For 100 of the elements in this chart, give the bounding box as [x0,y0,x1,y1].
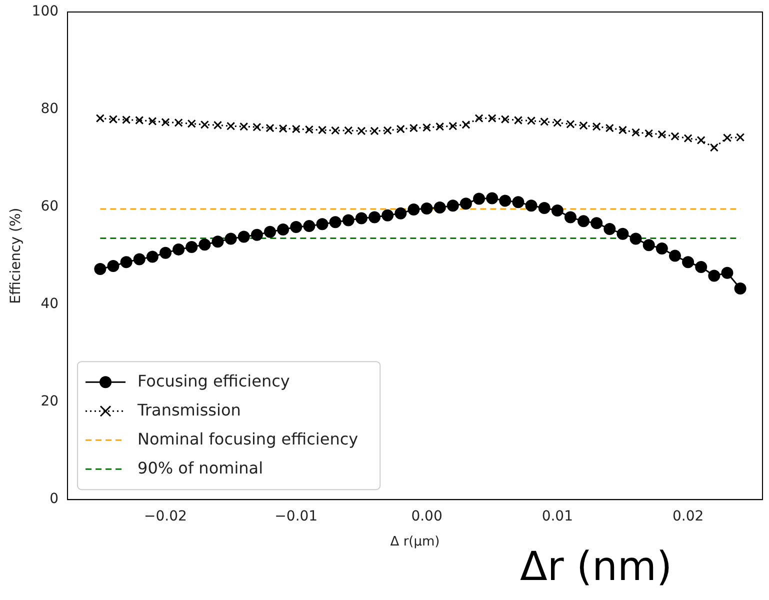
point [525,200,538,212]
x-tick-label: −0.01 [274,508,318,525]
point [172,243,185,256]
point [186,241,198,254]
text: Δr (nm) [520,544,672,590]
point [658,130,666,139]
point [579,121,588,130]
point [616,228,629,240]
point [696,136,706,145]
point [422,123,432,132]
point [107,260,120,272]
point [357,126,366,136]
point [710,143,718,152]
point [148,116,157,126]
point [408,203,420,216]
y-axis-title: Efficiency (%) [8,208,24,304]
point [462,120,470,129]
point [303,220,316,232]
point [670,132,680,141]
point [278,124,288,133]
legend-label: Focusing efficiency [138,371,290,390]
point [722,134,732,142]
point [604,222,616,235]
point [644,129,654,138]
point [632,128,640,137]
y-tick-label: 20 [40,394,59,410]
point [120,256,132,268]
point [605,124,614,132]
point [540,117,549,126]
point [708,270,720,282]
x-axis-title: Δ r(μm) [390,534,440,550]
point [695,261,708,274]
point [486,192,498,204]
point [133,253,146,266]
point [187,119,196,128]
point [473,192,486,205]
point [682,256,694,268]
point [668,250,681,262]
legend-label: Transmission [136,400,241,420]
point [277,223,290,236]
point [551,204,564,216]
point [238,230,250,243]
point [226,122,236,130]
point [96,114,104,123]
point [264,226,276,238]
point [250,228,263,241]
point [514,116,522,125]
point [434,202,446,214]
point [526,116,536,126]
point [200,120,209,129]
point [344,126,353,135]
point [174,118,183,127]
point [618,126,628,134]
point [198,238,211,251]
y-tick-label: 60 [40,198,59,215]
point [266,124,274,132]
point [553,118,562,127]
point [368,211,381,224]
point [160,246,172,259]
point [383,126,392,135]
legend-label: 90% of nominal [138,458,264,478]
x-tick-label: −0.02 [144,508,187,525]
y-tick-label: 0 [50,491,59,508]
point [329,216,342,228]
point [304,125,314,134]
point [146,250,158,263]
x-tick-label: 0.00 [411,508,442,525]
point [460,198,472,210]
point [316,218,328,230]
point [630,232,642,245]
point [213,120,222,130]
point [474,114,484,123]
point [122,115,131,124]
point [684,134,692,143]
point [252,122,262,132]
point [736,133,745,142]
point [446,200,459,212]
point [420,202,433,215]
y-tick-label: 40 [40,296,59,312]
x-tick-label: 0.02 [672,508,704,525]
y-tick-label: 80 [40,101,59,118]
point [331,126,340,135]
point [578,215,590,228]
y-tick-label: 100 [32,4,59,20]
point [224,232,237,245]
point [564,211,576,224]
point [656,242,668,254]
point [94,262,106,275]
point [370,126,379,136]
point [499,194,512,207]
point [240,122,248,131]
point [382,209,394,222]
point [394,207,407,220]
point [590,217,603,230]
point [734,282,746,294]
point [592,122,601,131]
point [161,118,170,126]
x-tick-label: 0.01 [542,508,573,525]
point [108,114,118,124]
point [290,221,302,234]
